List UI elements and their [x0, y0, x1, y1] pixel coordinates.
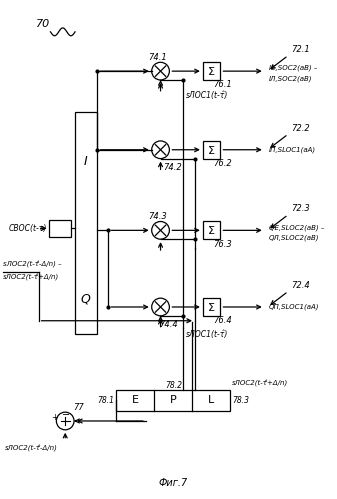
Text: L: L [208, 395, 214, 405]
Text: 70: 70 [35, 19, 50, 29]
Bar [50, 220, 71, 237]
Text: IЕ,SOC2(аB) –: IЕ,SOC2(аB) – [269, 65, 317, 71]
Text: IЛ,SOC2(аB): IЛ,SOC2(аB) [269, 76, 312, 82]
Text: $\Sigma$: $\Sigma$ [208, 301, 216, 313]
Text: sЛОC2(t-τ̂+Δ/n): sЛОC2(t-τ̂+Δ/n) [232, 380, 288, 387]
Text: +: + [51, 413, 58, 422]
Text: −: − [62, 410, 70, 420]
Text: sЛОC1(t-τ̂): sЛОC1(t-τ̂) [186, 330, 228, 339]
Text: 74.2: 74.2 [163, 163, 182, 172]
Text: sЛОC2(t-τ̂-Δ/n) –: sЛОC2(t-τ̂-Δ/n) – [3, 261, 62, 268]
Text: 78.1: 78.1 [97, 396, 114, 405]
Text: Фиг.7: Фиг.7 [159, 478, 188, 488]
Bar [116, 390, 230, 411]
Text: 77: 77 [73, 403, 84, 412]
Text: 78.2: 78.2 [165, 381, 182, 390]
Text: P: P [170, 395, 177, 405]
Text: 76.2: 76.2 [214, 159, 232, 168]
Text: Q: Q [81, 292, 91, 305]
Text: 74.1: 74.1 [148, 53, 167, 62]
Bar [75, 112, 97, 333]
Bar [203, 222, 220, 239]
Bar [203, 298, 220, 316]
Bar [203, 62, 220, 80]
Text: 72.2: 72.2 [291, 124, 310, 133]
Text: 74.3: 74.3 [148, 212, 167, 221]
Text: QЛ,SLOC2(аB): QЛ,SLOC2(аB) [269, 235, 319, 242]
Text: 72.4: 72.4 [291, 281, 310, 290]
Text: $\Sigma$: $\Sigma$ [208, 225, 216, 237]
Text: 74.4: 74.4 [159, 320, 178, 329]
Text: $\Sigma$: $\Sigma$ [208, 65, 216, 77]
Bar [203, 141, 220, 159]
Text: 72.3: 72.3 [291, 204, 310, 213]
Text: IП,SLOC1(аA): IП,SLOC1(аA) [269, 147, 316, 153]
Text: QЕ,SLOC2(аB) –: QЕ,SLOC2(аB) – [269, 224, 324, 231]
Text: $\Sigma$: $\Sigma$ [208, 144, 216, 156]
Text: 76.4: 76.4 [214, 316, 232, 325]
Text: sЛОC1(t-τ̂): sЛОC1(t-τ̂) [186, 91, 228, 100]
Text: sЛОC2(t-τ̂-Δ/n): sЛОC2(t-τ̂-Δ/n) [5, 445, 58, 452]
Text: E: E [132, 395, 139, 405]
Text: 72.1: 72.1 [291, 45, 310, 54]
Text: 76.3: 76.3 [214, 240, 232, 249]
Text: 76.1: 76.1 [214, 80, 232, 89]
Text: 78.3: 78.3 [232, 396, 249, 405]
Text: sЛОC2(t-τ̂+Δ/n): sЛОC2(t-τ̂+Δ/n) [3, 274, 60, 281]
Text: CBOC(t-τ): CBOC(t-τ) [9, 224, 48, 233]
Text: QП,SLOC1(аA): QП,SLOC1(аA) [269, 304, 319, 310]
Text: I: I [84, 155, 88, 168]
